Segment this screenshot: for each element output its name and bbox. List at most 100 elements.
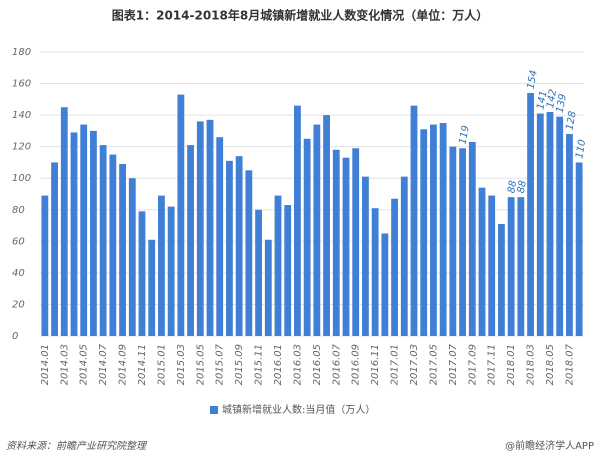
bar <box>459 148 466 336</box>
bar <box>51 162 58 336</box>
bar <box>391 198 398 336</box>
data-label: 141 <box>535 90 549 111</box>
x-tick-label: 2018.07 <box>564 343 575 385</box>
x-tick-label: 2017.09 <box>467 344 478 385</box>
y-tick-label: 80 <box>12 205 25 216</box>
bar <box>536 113 544 337</box>
bar <box>566 134 573 336</box>
bar <box>99 145 107 336</box>
y-tick-label: 140 <box>12 110 31 121</box>
data-label: 142 <box>545 88 559 109</box>
x-tick-label: 2014.03 <box>59 344 70 385</box>
bar <box>148 239 156 336</box>
bar <box>235 156 243 336</box>
bar <box>128 178 136 336</box>
bar <box>167 206 175 336</box>
bar <box>294 105 301 337</box>
chart-title: 图表1：2014-2018年8月城镇新增就业人数变化情况（单位：万人） <box>112 8 488 23</box>
bar <box>498 223 505 336</box>
x-tick-label: 2016.05 <box>312 344 323 385</box>
y-tick-label: 160 <box>12 79 31 90</box>
bar <box>255 209 262 336</box>
watermark: @前瞻经济学人APP <box>505 439 594 452</box>
bar <box>488 195 496 336</box>
x-tick-label: 2015.05 <box>195 344 206 385</box>
y-tick-label: 20 <box>12 299 25 310</box>
x-tick-label: 2017.03 <box>409 344 420 385</box>
bar <box>352 148 360 336</box>
bar <box>332 149 340 336</box>
x-tick-label: 2017.05 <box>428 344 439 385</box>
bar <box>284 205 292 336</box>
bar <box>245 170 253 336</box>
bar <box>177 94 185 336</box>
x-tick-label: 2016.11 <box>370 344 381 385</box>
bar <box>342 157 350 336</box>
bar <box>264 239 272 336</box>
x-tick-label: 2015.03 <box>176 344 187 385</box>
bar <box>109 154 117 336</box>
bar <box>527 93 534 337</box>
bar <box>90 130 97 336</box>
x-tick-label: 2016.07 <box>331 343 342 385</box>
x-tick-label: 2016.01 <box>273 344 284 385</box>
y-tick-label: 120 <box>12 142 31 153</box>
source: 资料来源：前瞻产业研究院整理 <box>6 440 148 452</box>
bar <box>556 116 564 336</box>
y-tick-label: 100 <box>12 173 31 184</box>
data-label: 88 <box>516 180 529 194</box>
x-tick-label: 2018.05 <box>545 344 556 385</box>
data-label: 154 <box>526 69 540 90</box>
bar <box>381 233 389 336</box>
bar <box>274 195 282 336</box>
bar <box>196 121 204 336</box>
x-tick-label: 2014.09 <box>118 344 129 385</box>
bar <box>371 208 379 336</box>
data-label: 88 <box>506 180 519 194</box>
y-tick-label: 180 <box>12 47 31 58</box>
bar <box>478 187 486 336</box>
data-label: 119 <box>458 125 472 146</box>
bar <box>41 195 49 336</box>
x-tick-label: 2018.03 <box>526 344 537 385</box>
x-tick-label: 2017.01 <box>390 344 401 385</box>
x-tick-label: 2015.09 <box>234 344 245 385</box>
bar <box>546 111 554 336</box>
y-tick-label: 0 <box>12 331 18 342</box>
bar <box>400 176 408 336</box>
x-tick-label: 2014.01 <box>40 344 51 385</box>
bar <box>410 105 418 337</box>
x-tick-label: 2014.11 <box>137 344 148 385</box>
bar <box>216 137 224 336</box>
bar <box>70 132 78 336</box>
bar <box>80 124 88 336</box>
bar <box>303 138 311 336</box>
legend-swatch <box>210 406 218 414</box>
data-label: 139 <box>555 93 569 114</box>
bar <box>313 124 321 336</box>
x-tick-label: 2018.01 <box>506 344 517 385</box>
x-tick-label: 2015.11 <box>254 344 265 385</box>
x-tick-label: 2016.09 <box>351 344 362 385</box>
x-tick-label: 2015.07 <box>215 343 226 385</box>
x-tick-label: 2015.01 <box>156 344 167 385</box>
x-tick-label: 2014.05 <box>79 344 90 385</box>
legend-label: 城镇新增就业人数:当月值（万人） <box>222 403 375 416</box>
bar <box>60 107 68 336</box>
bar <box>468 141 476 336</box>
bar <box>517 197 525 336</box>
bar <box>575 162 583 336</box>
bar <box>226 160 233 336</box>
bar <box>507 197 515 336</box>
data-label: 128 <box>565 110 579 131</box>
bar <box>449 146 457 336</box>
bar <box>138 211 146 336</box>
x-tick-label: 2014.07 <box>98 343 109 385</box>
bar <box>362 176 369 336</box>
x-tick-label: 2017.07 <box>448 343 459 385</box>
x-tick-label: 2016.03 <box>292 344 303 385</box>
bar <box>420 129 428 336</box>
bar <box>158 195 165 336</box>
bar <box>439 123 447 336</box>
x-tick-label: 2017.11 <box>487 344 498 385</box>
